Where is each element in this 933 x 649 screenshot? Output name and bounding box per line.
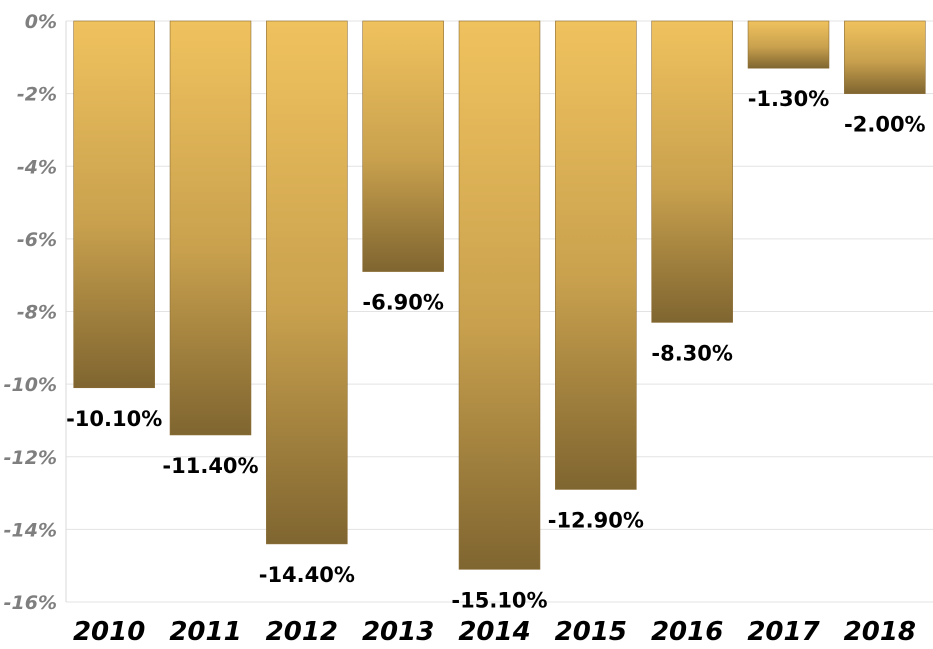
data-label-2011: -11.40% bbox=[162, 454, 258, 478]
data-label-2012: -14.40% bbox=[259, 563, 355, 587]
data-label-2010: -10.10% bbox=[66, 407, 162, 431]
bar-2015 bbox=[555, 20, 637, 490]
x-tick-label: 2015 bbox=[555, 617, 627, 644]
x-axis-tick-labels: 2010 2011 2012 2013 2014 2015 2016 2017 2018 bbox=[73, 617, 916, 647]
bar-2010 bbox=[73, 20, 155, 389]
x-tick-label: 2014 bbox=[458, 617, 530, 644]
bar-2014 bbox=[458, 20, 541, 570]
y-tick-label: -10% bbox=[4, 374, 57, 396]
y-tick-label: -14% bbox=[4, 519, 57, 541]
data-label-2014: -15.10% bbox=[451, 588, 547, 612]
x-tick-label: 2013 bbox=[362, 617, 434, 644]
y-tick-label: 0% bbox=[25, 11, 57, 33]
bar-2011 bbox=[169, 20, 252, 436]
x-tick-label: 2018 bbox=[844, 617, 916, 644]
y-tick-label: -8% bbox=[17, 302, 57, 324]
x-tick-label: 2011 bbox=[169, 617, 241, 644]
bar-2017 bbox=[747, 20, 830, 69]
y-tick-label: -2% bbox=[17, 84, 57, 106]
x-tick-label: 2017 bbox=[747, 617, 820, 644]
y-axis-tick-labels: 0% -2% -4% -6% -8% -10% -12% -14% -16% bbox=[4, 11, 57, 614]
x-tick-label: 2012 bbox=[266, 617, 338, 644]
bar-2012 bbox=[266, 20, 348, 545]
y-tick-label: -4% bbox=[17, 156, 57, 178]
bar-2018 bbox=[844, 20, 926, 94]
bars bbox=[73, 20, 926, 570]
bar-2013 bbox=[362, 20, 444, 272]
data-label-2018: -2.00% bbox=[844, 113, 926, 137]
x-tick-label: 2016 bbox=[651, 617, 723, 644]
data-labels: -10.10%-11.40% -14.40% -6.90% -15.10% -12.90… bbox=[66, 87, 926, 612]
data-label-2016: -8.30% bbox=[651, 341, 733, 365]
data-label-2013: -6.90% bbox=[362, 291, 444, 315]
y-tick-label: -12% bbox=[4, 447, 57, 469]
data-label-2015: -12.90% bbox=[548, 508, 644, 532]
bar-2016 bbox=[651, 20, 733, 323]
data-label-2017: -1.30% bbox=[748, 87, 830, 111]
x-tick-label: 2010 bbox=[73, 617, 145, 644]
y-tick-label: -6% bbox=[17, 229, 57, 251]
y-tick-label: -16% bbox=[4, 592, 57, 614]
